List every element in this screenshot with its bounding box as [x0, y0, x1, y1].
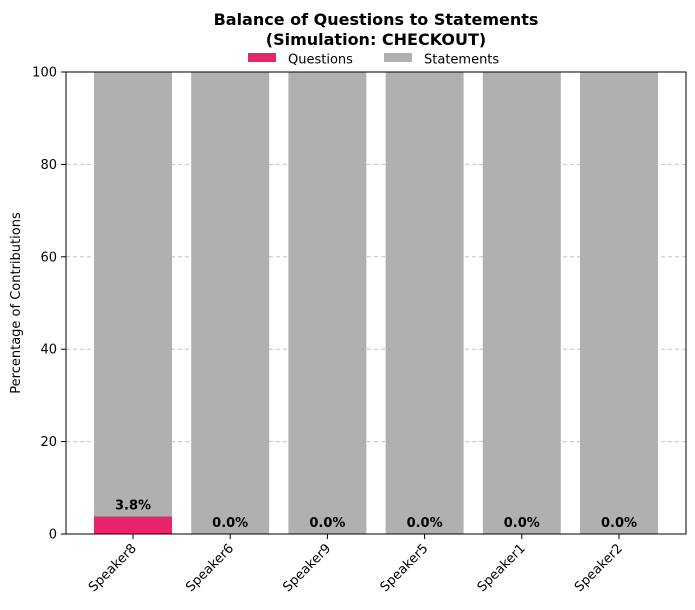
grid-lines [66, 163, 686, 443]
legend-swatch-statements [384, 53, 412, 62]
y-axis-label: Percentage of Contributions [9, 212, 24, 394]
y-tick-label: 0 [49, 528, 57, 543]
x-tick-label: Speaker6 [183, 541, 237, 595]
data-label: 0.0% [309, 516, 345, 531]
data-label: 0.0% [407, 516, 443, 531]
legend-swatch-questions [248, 53, 276, 62]
legend-label-questions: Questions [288, 53, 353, 68]
y-tick-label: 40 [40, 343, 57, 358]
data-label: 0.0% [504, 516, 540, 531]
bar-statements-speaker2 [580, 72, 658, 534]
y-tick-label: 100 [32, 66, 57, 81]
plot-frame [65, 71, 687, 535]
bar-statements-speaker9 [288, 72, 367, 534]
bar-statements-speaker6 [191, 72, 270, 534]
chart-subtitle: (Simulation: CHECKOUT) [266, 30, 486, 49]
bar-questions-speaker8 [94, 516, 172, 534]
legend: Questions Statements [248, 53, 499, 68]
x-tick-label: Speaker5 [378, 541, 432, 595]
x-tick-label: Speaker9 [280, 541, 334, 595]
bar-statements-speaker8 [94, 72, 172, 517]
data-label: 3.8% [115, 498, 151, 513]
bar-statements-speaker1 [482, 72, 561, 534]
legend-label-statements: Statements [424, 53, 499, 68]
y-axis: 0 20 40 60 80 100 [32, 66, 66, 543]
x-tick-label: Speaker2 [572, 541, 626, 595]
x-tick-label: Speaker1 [475, 541, 529, 595]
bars [94, 72, 658, 534]
chart-title: Balance of Questions to Statements [214, 10, 539, 29]
y-tick-label: 80 [40, 158, 57, 173]
x-axis: Speaker8 Speaker6 Speaker9 Speaker5 Speaker1… [86, 534, 626, 595]
data-labels: 3.8% 0.0% 0.0% 0.0% 0.0% 0.0% [115, 498, 637, 531]
y-tick-label: 60 [40, 250, 57, 265]
data-label: 0.0% [601, 516, 637, 531]
data-label: 0.0% [212, 516, 248, 531]
x-tick-label: Speaker8 [86, 541, 140, 595]
bar-statements-speaker5 [385, 72, 464, 534]
y-tick-label: 20 [40, 435, 57, 450]
